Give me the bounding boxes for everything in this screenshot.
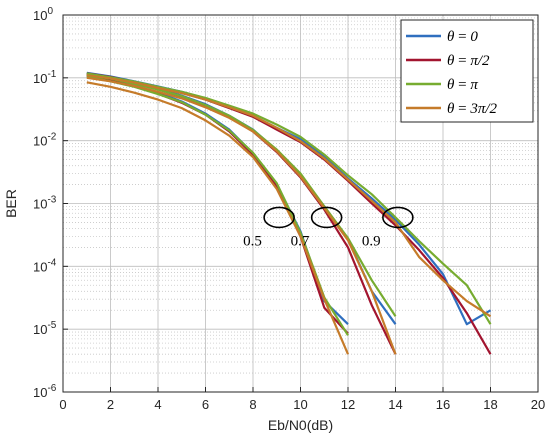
y-tick-label: 10-4: [33, 257, 57, 274]
series-line-3-2: [86, 74, 492, 318]
annotation-ellipse: [263, 206, 295, 229]
x-tick-label: 14: [388, 397, 402, 412]
series-line-3-0: [86, 81, 350, 355]
x-tick-label: 4: [154, 397, 161, 412]
annotation-ellipse: [310, 206, 343, 229]
y-axis-label: BER: [3, 189, 19, 218]
x-tick-label: 12: [341, 397, 355, 412]
series-line-3-1: [86, 76, 397, 355]
legend-label: θ = π: [447, 77, 478, 93]
annotation-layer: 0.5 0.7 0.9: [243, 206, 414, 249]
y-tick-label: 10-1: [33, 69, 57, 86]
legend: θ = 0 θ = π/2 θ = π θ = 3π/2: [400, 19, 534, 123]
x-tick-label: 10: [293, 397, 307, 412]
y-tick-label: 100: [33, 6, 53, 23]
x-tick-label: 2: [107, 397, 114, 412]
legend-label: θ = 0: [447, 29, 478, 45]
series-line-2-2: [86, 72, 492, 325]
x-tick-labels: 0 2 4 6 8 10 12 14 16 18 20: [59, 387, 545, 412]
x-axis-label: Eb/N0(dB): [268, 417, 333, 433]
y-tick-labels: 10-6 10-5 10-4 10-3 10-2 10-1 100: [33, 6, 68, 400]
x-tick-label: 20: [531, 397, 545, 412]
annotation-label: 0.9: [362, 233, 381, 249]
x-tick-label: 0: [59, 397, 66, 412]
y-tick-label: 10-3: [33, 195, 57, 212]
annotation-label: 0.5: [243, 233, 262, 249]
x-tick-label: 16: [436, 397, 450, 412]
y-tick-label: 10-2: [33, 132, 57, 149]
annotation-label: 0.7: [291, 233, 310, 249]
annotation-ellipse: [382, 206, 414, 229]
x-tick-label: 6: [202, 397, 209, 412]
x-tick-label: 18: [483, 397, 497, 412]
y-tick-label: 10-6: [33, 383, 57, 400]
x-tick-label: 8: [249, 397, 256, 412]
legend-label: θ = 3π/2: [447, 101, 498, 117]
y-tick-label: 10-5: [33, 320, 57, 337]
series-line-2-1: [86, 73, 397, 317]
legend-label: θ = π/2: [447, 53, 490, 69]
series-layer: [86, 71, 492, 355]
